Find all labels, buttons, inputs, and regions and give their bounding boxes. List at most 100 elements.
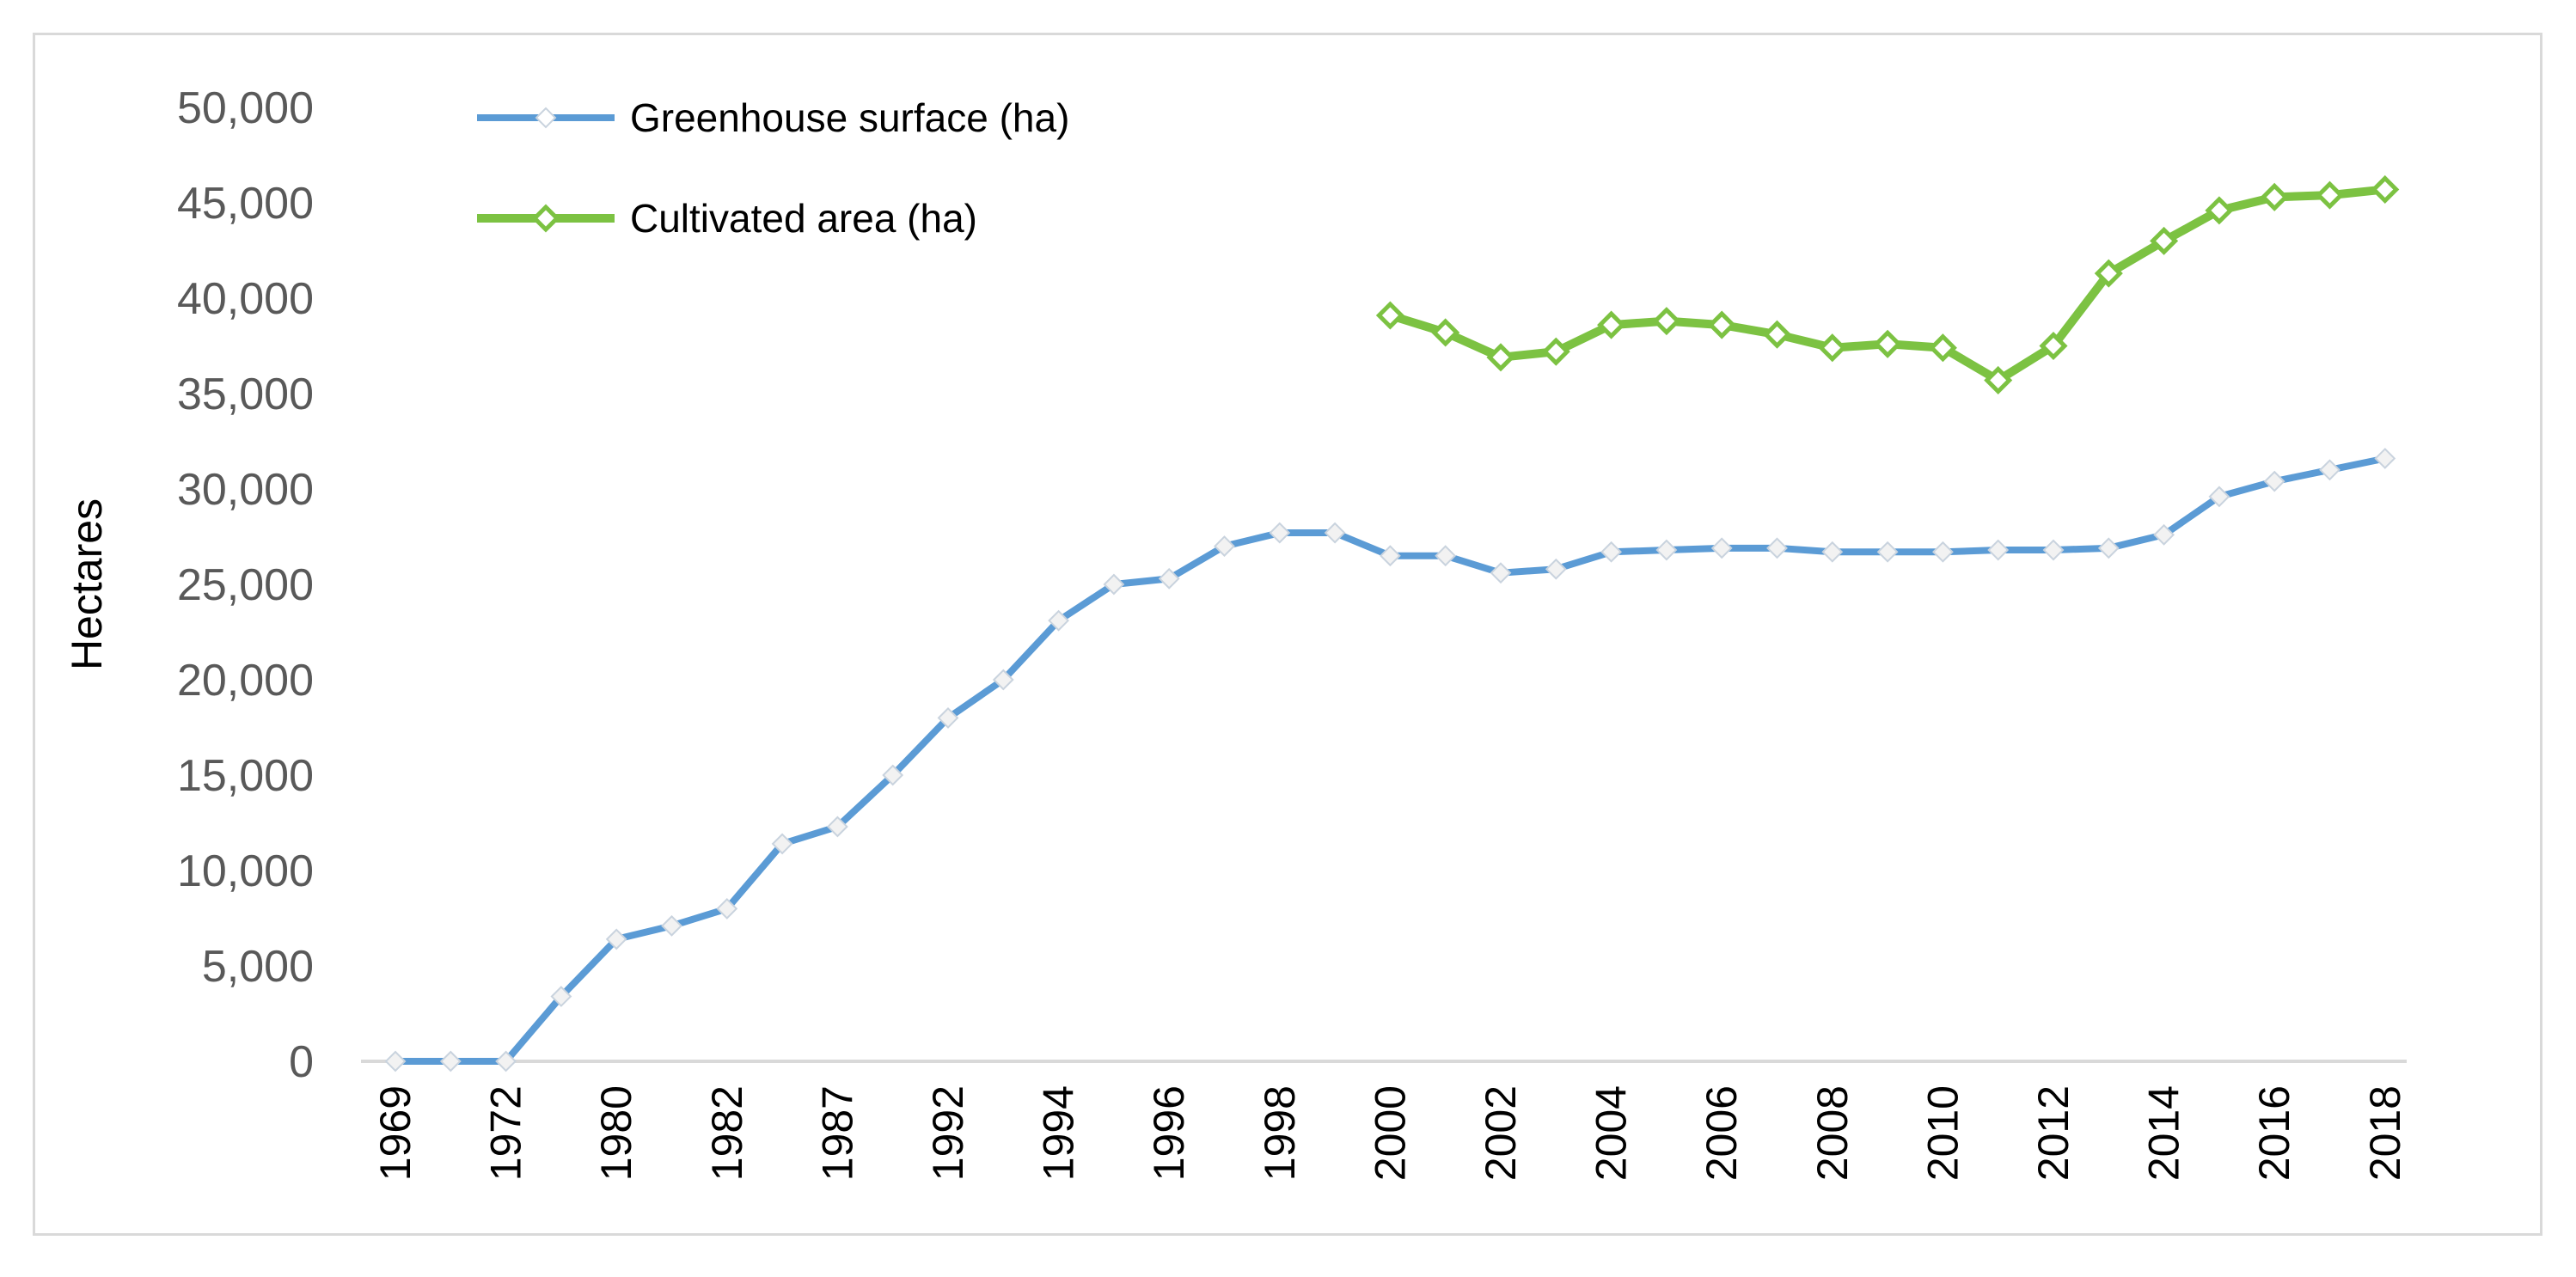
series-layer [384, 174, 2400, 1072]
data-point [439, 1050, 462, 1072]
x-tick-label: 2000 [1366, 1085, 1414, 1181]
y-tick-label: 15,000 [177, 751, 314, 801]
x-tick-label: 1996 [1145, 1085, 1193, 1181]
series-cultivated-area [1375, 174, 2400, 394]
data-point [826, 816, 848, 838]
x-tick-label: 1987 [813, 1085, 861, 1181]
data-point [1987, 539, 2010, 561]
data-point [1766, 537, 1788, 559]
y-tick-label: 5,000 [202, 942, 314, 992]
data-point [882, 764, 904, 786]
data-point [1103, 573, 1125, 596]
data-point [1655, 539, 1678, 561]
data-point [1928, 333, 1957, 363]
data-point [1379, 545, 1401, 567]
series-greenhouse-surface [384, 448, 2396, 1072]
x-tick-label: 1980 [592, 1085, 640, 1181]
data-point [1545, 558, 1567, 580]
x-tick-label: 1969 [371, 1085, 419, 1181]
y-tick-label: 30,000 [177, 465, 314, 515]
data-point [2150, 226, 2179, 255]
x-tick-label: 1982 [703, 1085, 751, 1181]
data-point [2097, 537, 2120, 559]
data-point [1158, 567, 1180, 590]
x-tick-label: 2004 [1588, 1085, 1636, 1181]
data-point [1762, 320, 1792, 349]
data-point [1710, 537, 1733, 559]
data-point [1048, 609, 1070, 632]
data-point [1707, 310, 1736, 339]
y-tick-label: 10,000 [177, 846, 314, 896]
legend-swatch-marker [531, 204, 560, 233]
data-point [1324, 522, 1346, 544]
data-point [661, 914, 682, 937]
data-point [2260, 182, 2289, 211]
y-tick-label: 50,000 [177, 83, 314, 133]
data-point [771, 833, 793, 855]
data-point [2039, 331, 2068, 361]
y-tick-label: 45,000 [177, 179, 314, 229]
data-point [992, 669, 1014, 691]
data-point [937, 706, 959, 729]
data-point [1873, 329, 1902, 358]
x-tick-label: 2018 [2361, 1085, 2409, 1181]
x-tick-label: 1994 [1035, 1085, 1083, 1181]
data-point [1876, 541, 1899, 563]
data-point [1818, 333, 1847, 363]
x-tick-label: 1998 [1256, 1085, 1304, 1181]
data-point [1490, 562, 1512, 584]
legend-label: Cultivated area (ha) [630, 196, 977, 241]
y-axis-label: Hectares [63, 498, 111, 670]
legend-item: Greenhouse surface (ha) [477, 95, 1069, 140]
data-point [1821, 541, 1844, 563]
data-point [1214, 535, 1235, 558]
data-point [2319, 459, 2340, 481]
data-point [2205, 196, 2234, 225]
x-tick-label: 2002 [1477, 1085, 1525, 1181]
y-tick-label: 25,000 [177, 560, 314, 610]
data-point [2208, 486, 2230, 508]
legend-label: Greenhouse surface (ha) [630, 95, 1069, 140]
data-point [495, 1050, 517, 1072]
data-point [1435, 545, 1457, 567]
data-point [2263, 470, 2285, 492]
legend-swatch-marker [535, 107, 557, 129]
chart-frame [33, 33, 2542, 1236]
data-point [1375, 301, 1404, 330]
y-tick-label: 35,000 [177, 370, 314, 419]
data-point [1597, 310, 1626, 339]
data-point [1600, 541, 1623, 563]
y-tick-label: 40,000 [177, 274, 314, 324]
data-point [1984, 365, 2013, 394]
data-point [1431, 318, 1460, 347]
data-point [2374, 448, 2396, 469]
data-point [2094, 259, 2123, 288]
x-tick-label: 1992 [924, 1085, 972, 1181]
data-point [384, 1050, 407, 1072]
data-point [2315, 180, 2345, 210]
data-point [605, 928, 627, 950]
x-axis-ticks: 1969 1972 1980 1982 1987 1992 1994 1996 1998 2000… [371, 1085, 2409, 1181]
x-tick-label: 2008 [1808, 1085, 1857, 1181]
y-tick-label: 0 [289, 1037, 314, 1087]
y-axis-ticks: 0 5,000 10,000 15,000 20,000 25,000 30,000 35,0… [177, 83, 314, 1087]
legend-item: Cultivated area (ha) [477, 196, 977, 241]
data-point [2153, 523, 2175, 546]
x-tick-label: 2012 [2029, 1085, 2077, 1181]
x-tick-label: 2006 [1698, 1085, 1746, 1181]
data-point [1931, 541, 1954, 563]
data-point [1486, 343, 1515, 372]
data-point [2042, 539, 2065, 561]
x-tick-label: 2010 [1918, 1085, 1967, 1181]
x-tick-label: 2014 [2140, 1085, 2188, 1181]
data-point [2371, 174, 2400, 204]
data-point [550, 986, 572, 1007]
x-tick-label: 1972 [482, 1085, 530, 1181]
y-tick-label: 20,000 [177, 656, 314, 706]
legend: Greenhouse surface (ha) Cultivated area (… [477, 95, 1069, 241]
data-point [1652, 307, 1681, 336]
x-tick-label: 2016 [2250, 1085, 2298, 1181]
data-point [1269, 522, 1291, 544]
data-point [1541, 337, 1570, 366]
